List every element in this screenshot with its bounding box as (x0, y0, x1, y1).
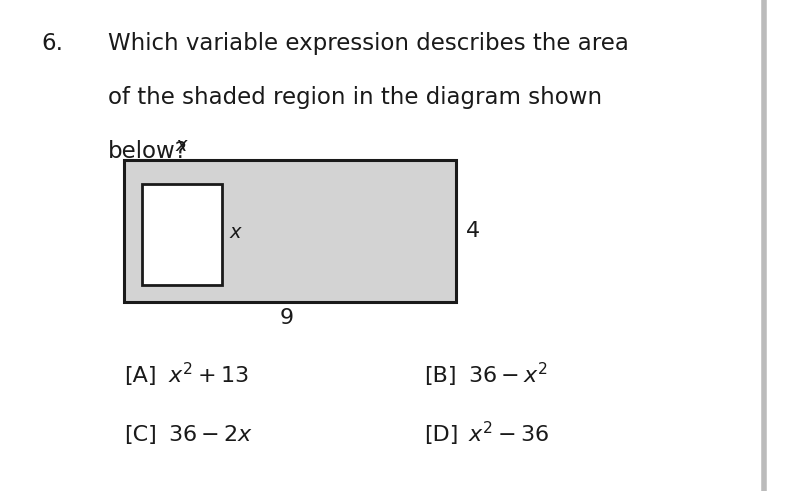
Text: 9: 9 (279, 308, 294, 328)
Text: Which variable expression describes the area: Which variable expression describes the … (108, 32, 629, 55)
Text: 4: 4 (466, 221, 481, 241)
Bar (142, 184, 222, 285)
Text: [B]: [B] (424, 366, 457, 385)
Bar (124, 160, 456, 302)
Text: $36 - 2x$: $36 - 2x$ (168, 424, 253, 445)
Text: [D]: [D] (424, 425, 458, 444)
Text: [A]: [A] (124, 366, 157, 385)
Text: $x$: $x$ (229, 224, 243, 242)
Text: $x^2 - 36$: $x^2 - 36$ (468, 422, 550, 447)
Text: $36 - x^2$: $36 - x^2$ (468, 363, 548, 388)
Text: [C]: [C] (124, 425, 157, 444)
Text: $x^2 + 13$: $x^2 + 13$ (168, 363, 249, 388)
Text: 6.: 6. (42, 32, 64, 55)
Text: $x$: $x$ (175, 136, 190, 155)
Text: below?: below? (108, 140, 188, 163)
Text: of the shaded region in the diagram shown: of the shaded region in the diagram show… (108, 86, 602, 109)
